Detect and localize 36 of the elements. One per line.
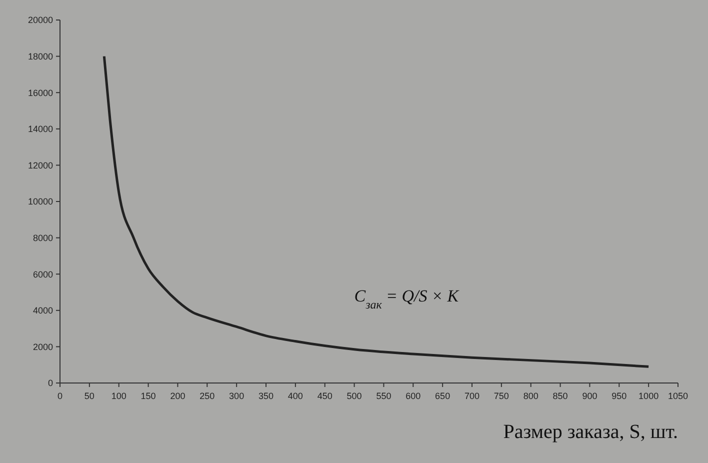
y-tick-label: 10000 [28,196,53,207]
x-tick-label: 600 [406,391,421,401]
y-tick-label: 4000 [32,306,53,316]
x-tick-label: 650 [435,391,450,401]
x-tick-label: 700 [464,391,480,401]
x-tick-label: 550 [376,391,392,401]
y-tick-label: 8000 [32,232,53,243]
x-tick-label: 300 [229,391,244,401]
x-tick-label: 150 [140,391,156,401]
y-tick-label: 20000 [28,15,53,26]
x-tick-label: 50 [84,391,94,401]
x-tick-label: 900 [582,391,598,401]
x-axis-title: Размер заказа, S, шт. [503,421,678,443]
x-tick-label: 750 [494,391,509,401]
x-tick-label: 1050 [668,391,688,401]
x-tick-label: 450 [317,391,332,401]
x-tick-label: 400 [288,391,303,401]
y-tick-label: 6000 [32,269,53,280]
x-tick-label: 950 [612,391,627,401]
x-tick-label: 800 [523,391,538,401]
line-series [102,55,650,368]
x-tick-label: 250 [200,391,215,401]
x-tick-label: 100 [111,391,126,401]
y-tick-label: 2000 [32,342,53,352]
x-tick-label: 500 [346,391,362,401]
annotation: C$_{зак}$ = Q/S × K [354,286,460,312]
y-tick-label: 12000 [28,160,53,170]
x-tick-label: 1000 [638,391,659,401]
y-tick-label: 16000 [28,88,53,98]
x-tick-label: 350 [258,391,274,401]
y-tick-label: 14000 [28,124,53,134]
x-tick-label: 200 [170,391,186,401]
x-tick-label: 0 [57,391,63,401]
x-tick-label: 850 [552,391,568,401]
y-tick-label: 18000 [28,51,53,62]
y-tick-label: 0 [48,378,53,388]
